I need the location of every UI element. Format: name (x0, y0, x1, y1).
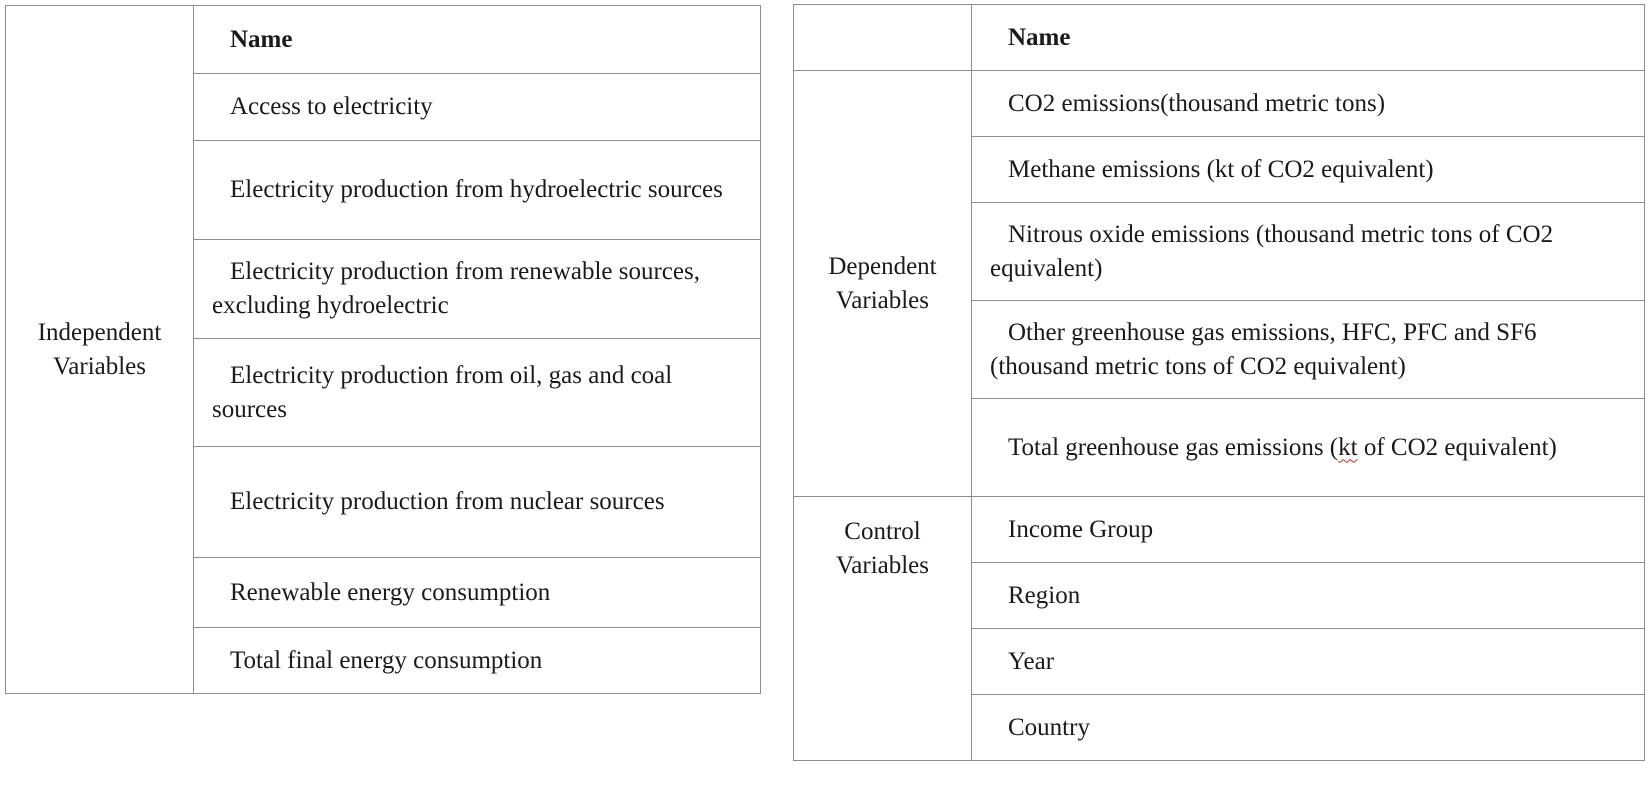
table-row: Year (794, 628, 1645, 695)
table-row: Nitrous oxide emissions (thousand metric… (794, 202, 1645, 301)
spellcheck-flagged-word: kt (1338, 433, 1358, 461)
variable-cell: Total greenhouse gas emissions (kt of CO… (971, 398, 1645, 497)
column-header-name: Name (971, 4, 1645, 71)
table-row: Electricity production from hydroelectri… (6, 140, 761, 240)
variable-cell: Region (971, 562, 1645, 629)
variable-cell: Access to electricity (193, 73, 761, 141)
table-row: Total greenhouse gas emissions (kt of CO… (794, 398, 1645, 497)
group-label-independent: Independent Variables (5, 5, 194, 694)
table-row: Dependent Variables CO2 emissions(thousa… (793, 70, 1645, 497)
variable-cell: Electricity production from nuclear sour… (193, 446, 761, 558)
variable-cell: Total final energy consumption (193, 627, 761, 694)
independent-variables-table: Independent Variables Name Access to ele… (5, 5, 761, 694)
variable-cell: Electricity production from hydroelectri… (193, 140, 761, 240)
group-label-dependent: Dependent Variables (793, 70, 972, 497)
column-header-name: Name (193, 5, 761, 74)
variable-cell: Electricity production from renewable so… (193, 239, 761, 339)
table-row: Electricity production from oil, gas and… (6, 338, 761, 447)
table-row: Country (794, 694, 1645, 761)
table-row: Electricity production from renewable so… (6, 239, 761, 339)
table-row: Methane emissions (kt of CO2 equivalent) (794, 136, 1645, 203)
table-row: Control Variables Income Group (793, 496, 1645, 761)
group-label-control: Control Variables (793, 496, 972, 761)
variable-text-before: Total greenhouse gas emissions ( (1008, 433, 1339, 461)
dependent-control-variables-table: Name Dependent Variables CO2 emissions(t… (793, 4, 1645, 761)
variable-cell: Electricity production from oil, gas and… (193, 338, 761, 447)
table-row: Total final energy consumption (6, 627, 761, 694)
variable-text-after: of CO2 equivalent) (1357, 433, 1557, 461)
variable-cell: Renewable energy consumption (193, 557, 761, 628)
variable-cell: Other greenhouse gas emissions, HFC, PFC… (971, 300, 1645, 399)
table-header-row: Independent Variables Name (5, 5, 761, 694)
table-row: Other greenhouse gas emissions, HFC, PFC… (794, 300, 1645, 399)
table-row: Renewable energy consumption (6, 557, 761, 628)
variable-cell: Nitrous oxide emissions (thousand metric… (971, 202, 1645, 301)
variable-cell: Country (971, 694, 1645, 761)
table-row: Electricity production from nuclear sour… (6, 446, 761, 558)
variable-cell: Year (971, 628, 1645, 695)
variable-cell: Methane emissions (kt of CO2 equivalent) (971, 136, 1645, 203)
table-header-row: Name (793, 4, 1645, 71)
variable-cell: CO2 emissions(thousand metric tons) (971, 70, 1645, 137)
table-row: Access to electricity (6, 73, 761, 141)
empty-corner-cell (793, 4, 972, 71)
variable-cell: Income Group (971, 496, 1645, 563)
